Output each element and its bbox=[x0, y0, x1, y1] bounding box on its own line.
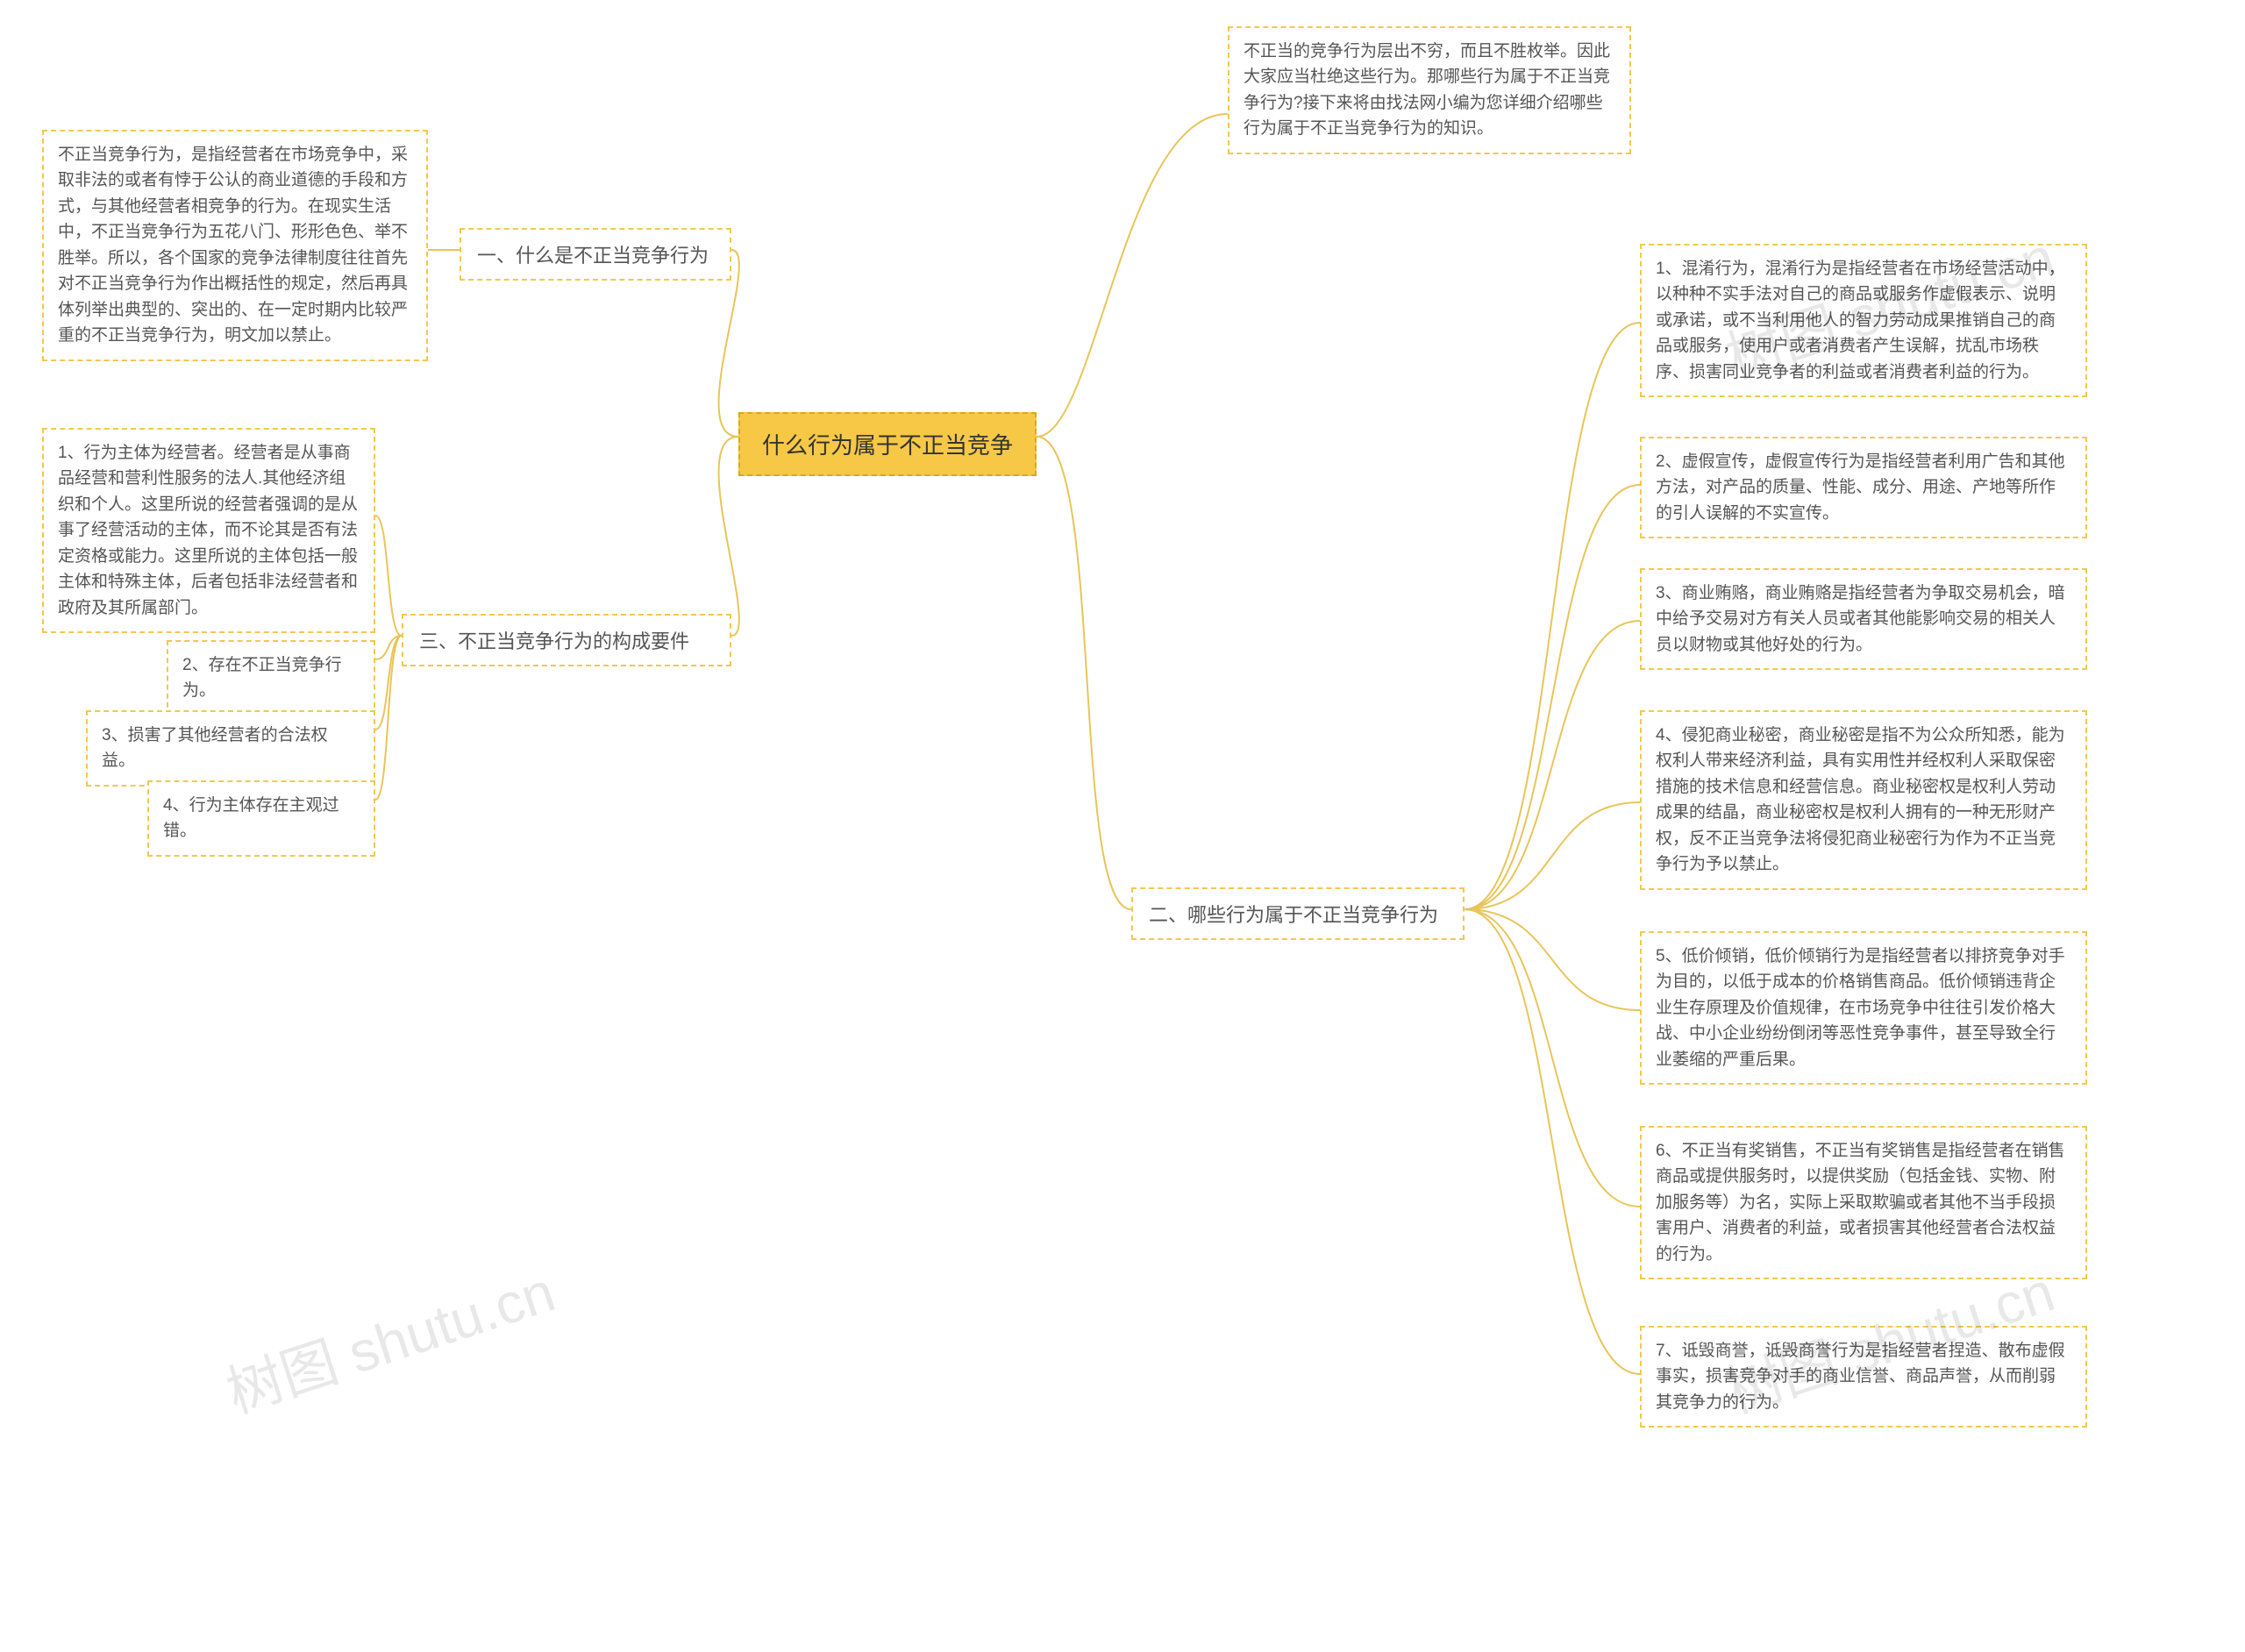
connector-b2-b2c1 bbox=[1465, 323, 1640, 909]
leaf-b2c6: 6、不正当有奖销售，不正当有奖销售是指经营者在销售商品或提供服务时，以提供奖励（… bbox=[1640, 1126, 2087, 1279]
connector-b2-b2c4 bbox=[1465, 802, 1640, 909]
connector-b3-b3c3 bbox=[375, 636, 402, 730]
leaf-b2c5: 5、低价倾销，低价倾销行为是指经营者以排挤竞争对手为目的，以低于成本的价格销售商… bbox=[1640, 931, 2087, 1085]
leaf-b3c2: 2、存在不正当竞争行为。 bbox=[167, 640, 375, 716]
branch-b2[interactable]: 二、哪些行为属于不正当竞争行为 bbox=[1131, 887, 1465, 940]
leaf-b3c4: 4、行为主体存在主观过错。 bbox=[147, 780, 375, 857]
connector-b2-b2c7 bbox=[1465, 909, 1640, 1374]
leaf-b3c3: 3、损害了其他经营者的合法权益。 bbox=[86, 710, 375, 787]
branch-b3[interactable]: 三、不正当竞争行为的构成要件 bbox=[402, 614, 731, 666]
connector-b2-b2c5 bbox=[1465, 909, 1640, 1010]
intro-note: 不正当的竞争行为层出不穷，而且不胜枚举。因此大家应当杜绝这些行为。那哪些行为属于… bbox=[1228, 26, 1631, 154]
leaf-b3c1: 1、行为主体为经营者。经营者是从事商品经营和营利性服务的法人.其他经济组织和个人… bbox=[42, 428, 375, 633]
connector-root-b2 bbox=[1037, 437, 1131, 909]
connector-root-b3 bbox=[719, 437, 739, 636]
connector-b3-b3c1 bbox=[375, 516, 402, 636]
connector-b3-b3c4 bbox=[375, 636, 402, 800]
watermark: 树图 shutu.cn bbox=[215, 1247, 563, 1428]
leaf-b2c4: 4、侵犯商业秘密，商业秘密是指不为公众所知悉，能为权利人带来经济利益，具有实用性… bbox=[1640, 710, 2087, 890]
connector-b2-b2c2 bbox=[1465, 485, 1640, 909]
connector-root-intro bbox=[1037, 114, 1228, 437]
leaf-b2c1: 1、混淆行为，混淆行为是指经营者在市场经营活动中，以种种不实手法对自己的商品或服… bbox=[1640, 244, 2087, 397]
branch-b1[interactable]: 一、什么是不正当竞争行为 bbox=[460, 228, 731, 281]
leaf-b1c1: 不正当竞争行为，是指经营者在市场竞争中，采取非法的或者有悖于公认的商业道德的手段… bbox=[42, 130, 428, 361]
connector-b2-b2c3 bbox=[1465, 621, 1640, 909]
mindmap-root[interactable]: 什么行为属于不正当竞争 bbox=[738, 412, 1037, 476]
connector-b2-b2c6 bbox=[1465, 909, 1640, 1207]
leaf-b2c3: 3、商业贿赂，商业贿赂是指经营者为争取交易机会，暗中给予交易对方有关人员或者其他… bbox=[1640, 568, 2087, 670]
connector-b3-b3c2 bbox=[375, 636, 402, 659]
leaf-b2c7: 7、诋毁商誉，诋毁商誉行为是指经营者捏造、散布虚假事实，损害竞争对手的商业信誉、… bbox=[1640, 1326, 2087, 1428]
leaf-b2c2: 2、虚假宣传，虚假宣传行为是指经营者利用广告和其他方法，对产品的质量、性能、成分… bbox=[1640, 437, 2087, 538]
